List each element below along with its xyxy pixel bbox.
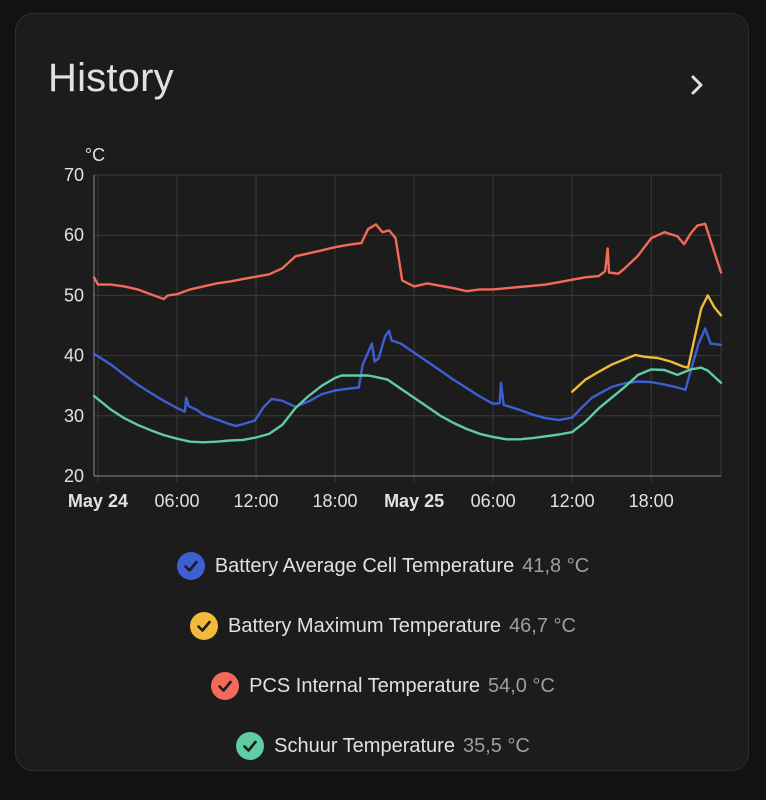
checkbox-checked-icon[interactable] [190, 612, 218, 640]
y-tick-label: 30 [64, 406, 84, 426]
x-tick-label: 18:00 [313, 491, 358, 511]
legend-item[interactable]: PCS Internal Temperature 54,0 °C [16, 656, 750, 716]
x-tick-label: 12:00 [550, 491, 595, 511]
history-chart: °C70 60 50 40 30 20 May 24 06:00 12:00 18:00 May 2… [64, 145, 723, 511]
x-tick-label: 06:00 [471, 491, 516, 511]
checkbox-checked-icon[interactable] [176, 552, 205, 580]
x-tick-label: May 25 [384, 491, 444, 511]
chevron-right-icon[interactable] [684, 72, 710, 98]
y-tick-label: 60 [64, 225, 84, 245]
x-tick-label: 12:00 [233, 491, 278, 511]
legend-series-value: 35,5 °C [462, 734, 530, 757]
series-line-battery-average-cell-temperature [92, 327, 723, 428]
series-line-battery-maximum-temperature [571, 294, 723, 393]
series-line-schuur-temperature [92, 366, 723, 444]
card-title: History [48, 56, 174, 100]
legend-series-value: 54,0 °C [487, 674, 555, 697]
y-axis-unit: °C [85, 145, 105, 165]
legend-series-name: Battery Average Cell Temperature [214, 554, 515, 577]
y-tick-label: 20 [64, 466, 84, 486]
series-line-pcs-internal-temperature [92, 222, 723, 301]
legend-item[interactable]: Schuur Temperature 35,5 °C [16, 716, 750, 776]
legend-item[interactable]: Battery Average Cell Temperature 41,8 °C [16, 536, 750, 596]
checkbox-checked-icon[interactable] [211, 672, 240, 700]
chart-legend: Battery Average Cell Temperature 41,8 °C B… [16, 536, 750, 776]
y-tick-label: 50 [64, 285, 84, 305]
y-tick-label: 40 [64, 346, 84, 366]
x-tick-label: May 24 [68, 491, 128, 511]
checkbox-checked-icon[interactable] [236, 732, 265, 760]
legend-series-name: Schuur Temperature [274, 734, 455, 757]
legend-series-value: 41,8 °C [522, 554, 590, 577]
y-tick-label: 70 [64, 165, 84, 185]
x-tick-label: 18:00 [629, 491, 674, 511]
legend-series-name: Battery Maximum Temperature [228, 614, 502, 637]
legend-item[interactable]: Battery Maximum Temperature 46,7 °C [16, 596, 750, 656]
x-tick-label: 06:00 [154, 491, 199, 511]
legend-series-value: 46,7 °C [509, 614, 576, 637]
legend-series-name: PCS Internal Temperature [249, 674, 480, 697]
history-card: History °C 70 60 50 40 30 20 May 24 06:00 12:00 18… [15, 13, 749, 771]
